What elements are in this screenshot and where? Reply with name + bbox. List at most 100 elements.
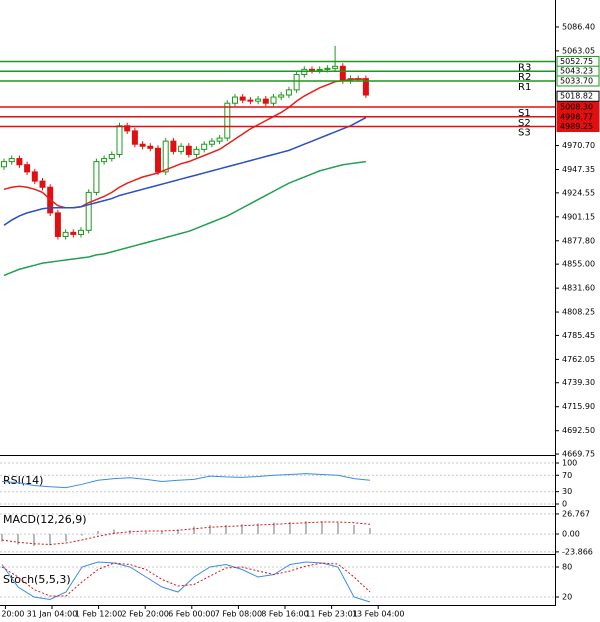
last-price-label: 5018.82 — [560, 92, 593, 101]
y-tick-label: 70 — [562, 471, 572, 480]
candle-body — [1, 161, 7, 168]
x-tick-label: 31 Jan 04:00 — [27, 610, 78, 619]
y-tick-label: 30 — [562, 487, 572, 496]
macd-bar — [113, 529, 115, 534]
y-tick-label: 4669.75 — [562, 450, 595, 459]
y-tick-label: 5086.40 — [562, 22, 595, 31]
candle-body — [278, 94, 285, 98]
y-tick-label: 4739.30 — [562, 378, 595, 387]
candle-body — [131, 130, 138, 145]
pivot-name: S2 — [518, 118, 531, 129]
x-tick-label: 11 Feb 23:01 — [305, 610, 357, 619]
macd-bar — [225, 525, 227, 534]
y-tick-label: 4715.90 — [562, 402, 595, 411]
candle-body — [201, 143, 208, 150]
x-tick-label: 7 Feb 08:00 — [215, 610, 262, 619]
x-tick-label: 2 Feb 20:00 — [121, 610, 168, 619]
macd-bar — [209, 525, 211, 534]
indicator-line — [1, 562, 371, 597]
indicator-line — [1, 561, 371, 603]
candle-body — [93, 161, 100, 193]
y-tick-label: 4785.45 — [562, 331, 595, 340]
macd-bar — [17, 533, 19, 545]
x-tick-label: 6 Feb 00:00 — [168, 610, 215, 619]
candle-body — [85, 191, 92, 231]
indicator-line — [3, 160, 366, 277]
macd-bar — [49, 533, 51, 546]
x-tick-label: Jan 20:00 — [0, 610, 24, 619]
candle-body — [208, 140, 215, 145]
y-tick-label: 4877.80 — [562, 236, 595, 245]
candle-body — [293, 74, 300, 91]
candle-body — [8, 158, 15, 163]
candle-body — [101, 158, 108, 163]
candle-body — [124, 125, 131, 132]
y-tick-label: 4831.60 — [562, 284, 595, 293]
pivot-price-label: 5043.23 — [560, 67, 593, 76]
last-price-box — [556, 90, 600, 102]
candle-body — [270, 96, 277, 104]
candle-body — [247, 99, 254, 102]
y-tick-label: -23.866 — [562, 547, 593, 556]
y-tick-label: 4808.25 — [562, 308, 595, 317]
indicator-line — [1, 473, 371, 489]
candle-body — [147, 145, 154, 149]
indicator-title: Stoch(5,5,3) — [3, 573, 71, 586]
macd-bar — [97, 531, 99, 534]
candle-body — [285, 89, 292, 96]
y-tick-label: 4855.00 — [562, 260, 595, 269]
macd-bar — [161, 531, 163, 534]
candle-body — [24, 164, 31, 173]
pivot-price-label: 5033.70 — [560, 76, 593, 85]
y-tick-label: 4692.50 — [562, 426, 595, 435]
candle-body — [339, 65, 346, 82]
y-tick-label: 80 — [562, 563, 572, 572]
candle-body — [54, 212, 61, 237]
macd-bar — [369, 528, 371, 534]
y-tick-label: 4762.05 — [562, 355, 595, 364]
y-tick-label: 4901.15 — [562, 212, 595, 221]
macd-bar — [177, 529, 179, 534]
pivot-name: S3 — [518, 128, 531, 139]
candle-body — [39, 180, 46, 188]
candle-body — [255, 98, 262, 102]
pivot-price-label: 4998.77 — [560, 112, 593, 121]
y-tick-label: 4924.55 — [562, 188, 595, 197]
candle-body — [324, 67, 331, 70]
pivot-price-label: 4989.25 — [560, 122, 593, 131]
macd-bar — [1, 533, 3, 542]
macd-bar — [305, 521, 307, 534]
pivot-name: S1 — [518, 108, 531, 119]
macd-bar — [241, 524, 243, 534]
macd-bar — [353, 525, 355, 534]
candle-body — [162, 140, 169, 173]
candle-body — [31, 171, 38, 182]
pivot-price-box — [556, 121, 600, 133]
candle-body — [170, 140, 177, 152]
macd-bar — [289, 522, 291, 534]
candle-body — [362, 78, 369, 96]
pivot-price-box — [556, 75, 600, 87]
macd-bar — [193, 526, 195, 534]
x-tick-label: 1 Feb 12:00 — [75, 610, 122, 619]
candle-body — [262, 98, 269, 104]
macd-bar — [273, 522, 275, 534]
y-tick-label: 100 — [562, 458, 577, 467]
candle-body — [155, 147, 161, 173]
x-tick-label: 8 Feb 16:00 — [261, 610, 308, 619]
candle-body — [178, 145, 185, 152]
candle-body — [78, 229, 84, 235]
indicator-title: RSI(14) — [3, 474, 43, 487]
indicator-title: MACD(12,26,9) — [3, 513, 87, 526]
candle-body — [309, 68, 315, 71]
y-tick-label: 5063.05 — [562, 46, 595, 55]
x-tick-label: 13 Feb 04:00 — [352, 610, 404, 619]
macd-bar — [81, 533, 83, 536]
pivot-name: R1 — [518, 82, 531, 93]
y-tick-label: 0.00 — [562, 529, 580, 538]
pivot-name: R2 — [518, 72, 531, 83]
indicator-line — [3, 116, 367, 226]
y-tick-label: 4947.35 — [562, 165, 595, 174]
